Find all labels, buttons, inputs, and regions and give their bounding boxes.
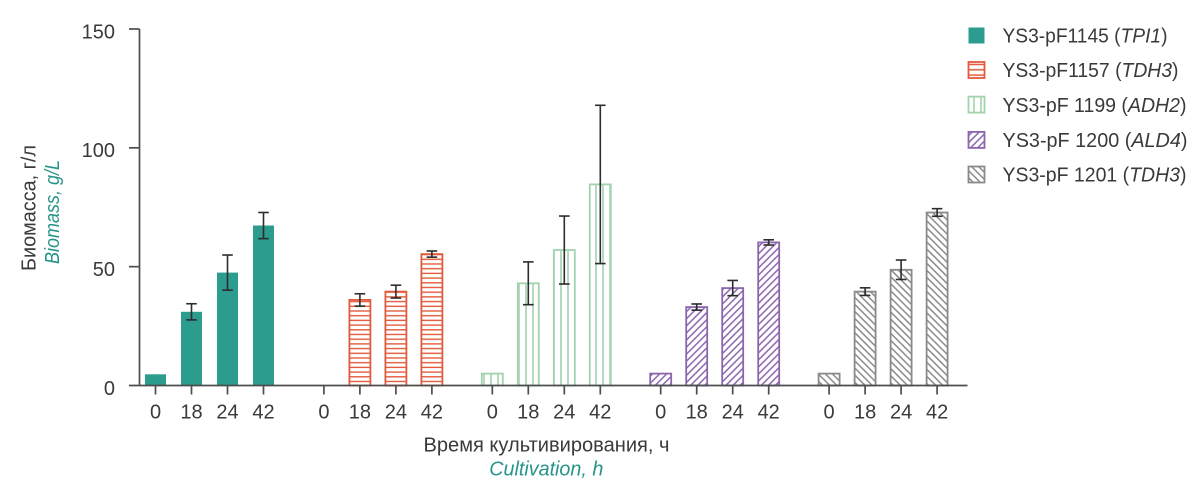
svg-text:24: 24 [553,402,575,424]
svg-text:YS3-pF1157 (TDH3): YS3-pF1157 (TDH3) [1003,60,1179,82]
svg-text:YS3-pF 1201 (TDH3): YS3-pF 1201 (TDH3) [1003,165,1187,187]
svg-text:24: 24 [216,402,238,424]
svg-text:YS3-pF1145 (TPI1): YS3-pF1145 (TPI1) [1003,26,1168,48]
svg-text:24: 24 [890,402,912,424]
svg-text:Biomass, g/L: Biomass, g/L [42,160,64,264]
svg-text:150: 150 [82,21,115,43]
svg-text:18: 18 [180,402,202,424]
svg-text:Биомасса, г/л: Биомасса, г/л [19,145,41,271]
svg-text:0: 0 [824,402,835,424]
svg-text:42: 42 [589,402,611,424]
svg-text:42: 42 [421,402,443,424]
svg-text:0: 0 [318,402,329,424]
svg-text:42: 42 [758,402,780,424]
svg-text:24: 24 [722,402,744,424]
svg-text:Cultivation, h: Cultivation, h [489,459,603,481]
svg-text:0: 0 [655,402,666,424]
svg-text:18: 18 [517,402,539,424]
svg-text:24: 24 [385,402,407,424]
svg-text:0: 0 [104,378,115,400]
svg-text:0: 0 [487,402,498,424]
svg-text:Время культивирования, ч: Время культивирования, ч [424,435,670,457]
svg-text:YS3-pF 1199 (ADH2): YS3-pF 1199 (ADH2) [1003,95,1187,117]
svg-text:50: 50 [93,259,115,281]
svg-text:18: 18 [854,402,876,424]
svg-text:100: 100 [82,140,115,162]
svg-text:18: 18 [686,402,708,424]
svg-text:42: 42 [252,402,274,424]
svg-text:YS3-pF 1200 (ALD4): YS3-pF 1200 (ALD4) [1003,130,1188,152]
svg-text:42: 42 [926,402,948,424]
svg-text:0: 0 [150,402,161,424]
svg-text:18: 18 [349,402,371,424]
